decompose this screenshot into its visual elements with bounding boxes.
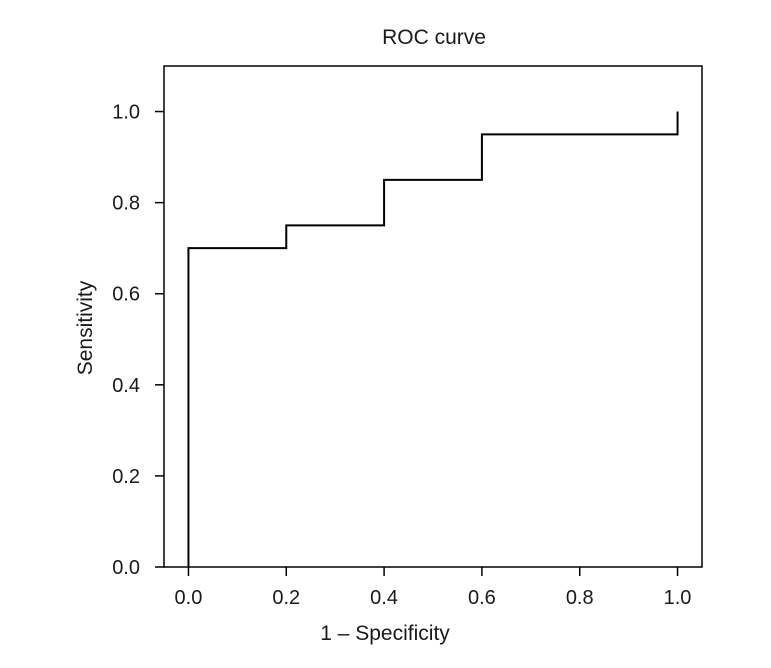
x-axis-ticks: 0.0 0.2 0.4 0.6 0.8 1.0 <box>175 567 692 609</box>
series-layer <box>187 111 679 567</box>
y-tick-label: 0.8 <box>112 193 140 215</box>
x-tick-label: 0.4 <box>370 587 398 609</box>
plot-frame <box>163 65 703 568</box>
y-tick-label: 0.6 <box>112 284 140 306</box>
x-tick-label: 0.8 <box>566 587 594 609</box>
x-tick-label: 0.6 <box>468 587 496 609</box>
x-tick-label: 0.0 <box>175 587 203 609</box>
y-tick-label: 1.0 <box>112 102 140 124</box>
x-tick-label: 0.2 <box>272 587 300 609</box>
y-axis-ticks: 0.0 0.2 0.4 0.6 0.8 1.0 <box>112 102 164 579</box>
y-tick-label: 0.0 <box>112 557 140 579</box>
y-axis-title: Sensitivity <box>74 280 97 375</box>
chart-title: ROC curve <box>382 26 486 49</box>
x-axis-title: 1 – Specificity <box>320 622 450 645</box>
x-tick-label: 1.0 <box>664 587 692 609</box>
y-tick-label: 0.4 <box>112 375 140 397</box>
y-tick-label: 0.2 <box>112 466 140 488</box>
roc-curve-line <box>187 111 679 567</box>
